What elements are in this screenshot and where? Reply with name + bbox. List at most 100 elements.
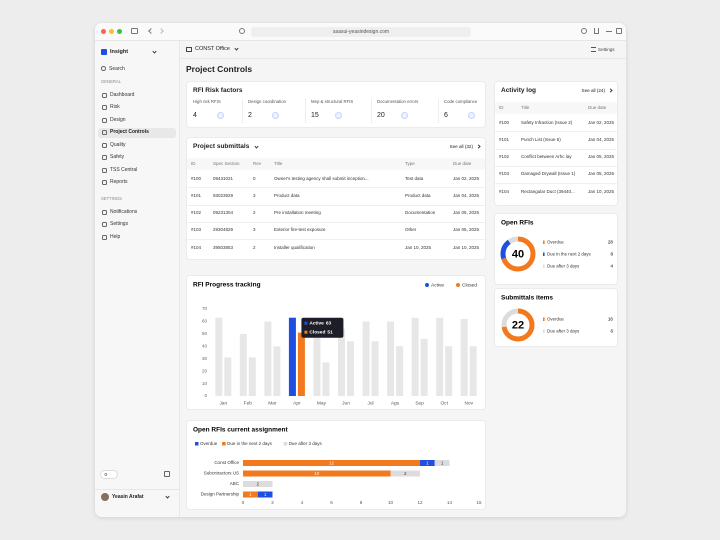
bar-segment [257, 491, 273, 498]
brand-logo [101, 49, 107, 55]
monitor-icon [186, 47, 192, 52]
bar [239, 333, 247, 396]
y-tick-label: 10 [202, 381, 208, 386]
risk-icon [468, 111, 475, 119]
collapse-icon[interactable] [164, 471, 170, 477]
nav-item[interactable]: Dashboard [98, 90, 176, 100]
share-icon[interactable] [594, 28, 599, 34]
chevron-icon [608, 88, 613, 93]
card-title: Project submittals [193, 143, 250, 150]
nav-item[interactable]: Project Controls [98, 127, 176, 138]
chevron-icon [254, 143, 259, 149]
see-all-link[interactable]: See all (32) [449, 144, 474, 149]
x-tick-label: 12 [417, 500, 423, 505]
legend-swatch [222, 442, 226, 446]
min-dot[interactable] [109, 29, 114, 34]
bar [469, 346, 477, 396]
bar [248, 357, 256, 396]
legend-swatch [543, 329, 545, 333]
nav-icon [101, 222, 107, 227]
sidebar-toggle-icon[interactable] [131, 28, 138, 34]
table-cell: 3 [253, 192, 256, 198]
donut-card: Open RFIs 40 Overdue 28 Due in the next 2 da… [494, 213, 618, 285]
y-tick-label: 60 [202, 319, 208, 324]
tabs-icon[interactable] [616, 28, 622, 34]
divider [95, 489, 180, 490]
progress-card: RFI Progress tracking Active Closed 0 10 20 30… [186, 275, 486, 410]
bar [297, 332, 305, 396]
legend-swatch [543, 264, 545, 268]
nav-item[interactable]: Design [98, 115, 176, 125]
risk-value: 15 [311, 112, 319, 119]
x-tick-label: 4 [301, 500, 304, 505]
row-divider [187, 204, 485, 206]
category-label: Subcntractors US [204, 471, 239, 476]
table-cell: Jan 04, 2025 [453, 192, 480, 198]
table-cell: #104 [499, 188, 510, 194]
table-cell: 3 [253, 227, 256, 233]
bar-segment [243, 470, 391, 477]
bar-label: 2 [257, 481, 260, 486]
divider [242, 99, 243, 123]
bar [264, 321, 272, 396]
table-cell: #103 [191, 227, 202, 233]
y-tick-label: 50 [202, 331, 208, 336]
x-tick-label: 16 [476, 500, 482, 505]
table-cell: #101 [191, 192, 202, 198]
brand: Insight [110, 49, 129, 55]
category-label: Design Partnership [201, 492, 240, 497]
url-bar[interactable]: saasui-yeasindesign.com [251, 27, 471, 37]
nav-item[interactable]: Notifications [98, 207, 176, 217]
bar [411, 317, 419, 396]
theme-toggle[interactable]: 0 [100, 470, 118, 479]
nav-item[interactable]: TSS Central [98, 165, 176, 175]
table-cell: Jan 10, 2025 [453, 244, 480, 250]
forward-icon[interactable] [158, 28, 164, 34]
table-cell: Jan 04, 2025 [588, 136, 615, 142]
max-dot[interactable] [117, 29, 122, 34]
bar [288, 317, 296, 396]
table-cell: Jan 05, 2025 [588, 154, 615, 160]
close-dot[interactable] [101, 29, 106, 34]
back-icon[interactable] [148, 28, 154, 34]
table-cell: 2 [253, 210, 256, 216]
column-header: Title [521, 105, 530, 110]
nav-item[interactable]: Help [98, 232, 176, 242]
nav-item[interactable]: Reports [98, 178, 176, 188]
legend-label: Closed [462, 283, 477, 289]
bar-segment [434, 460, 450, 466]
nav-icon [101, 117, 107, 123]
risk-icon [217, 111, 224, 119]
column-header: Rev [253, 161, 262, 166]
category-label: Const Office [214, 460, 239, 465]
chart: Open RFIs current assignment Overdue Due i… [193, 427, 482, 505]
risk-value: 6 [444, 112, 448, 119]
nav-item[interactable]: Safety [98, 153, 176, 163]
x-tick-label: Apr [293, 400, 301, 406]
nav-item[interactable]: Settings [98, 220, 176, 230]
chart: RFI Progress tracking Active Closed 0 10 20 30… [193, 282, 477, 407]
nav-icon [101, 105, 107, 110]
nav-label: Dashboard [110, 91, 135, 98]
bar [420, 338, 428, 396]
nav-item[interactable]: Risk [98, 103, 176, 113]
download-icon[interactable] [581, 28, 587, 34]
legend-label: Overdue [200, 441, 218, 446]
new-tab-icon[interactable] [606, 31, 612, 32]
legend-swatch [195, 442, 199, 446]
legend-label: Due after 3 days [289, 441, 323, 446]
see-all-link[interactable]: See all (24) [581, 88, 606, 93]
nav-label: Quality [110, 141, 126, 148]
risk-label: Documentation errors [377, 99, 419, 104]
table-cell: Exterior fire-test exposure [274, 227, 326, 233]
card-title: Activity log [501, 87, 537, 94]
row-divider [187, 221, 485, 223]
settings-icon [591, 47, 596, 52]
column-header: Type [405, 161, 415, 166]
bar [362, 321, 370, 396]
bar [347, 341, 354, 396]
table-cell: Product data [405, 192, 431, 198]
bar [313, 323, 321, 396]
table-cell: Jan 10, 2025 [588, 188, 615, 194]
nav-item[interactable]: Quality [98, 140, 176, 150]
